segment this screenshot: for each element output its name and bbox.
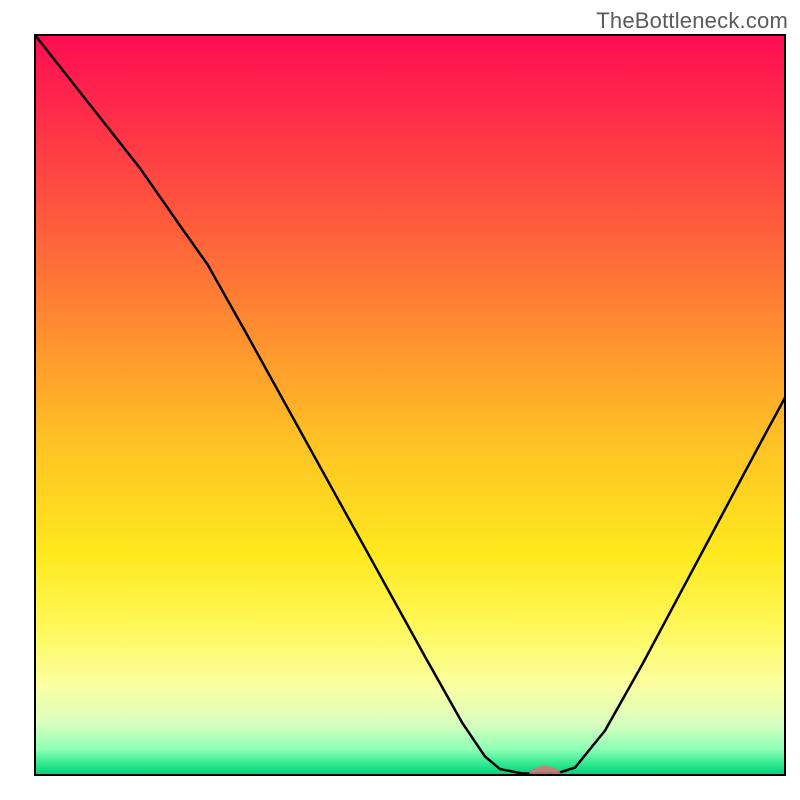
watermark-text: TheBottleneck.com xyxy=(596,8,788,34)
bottleneck-chart xyxy=(0,0,800,800)
plot-background xyxy=(35,35,785,775)
